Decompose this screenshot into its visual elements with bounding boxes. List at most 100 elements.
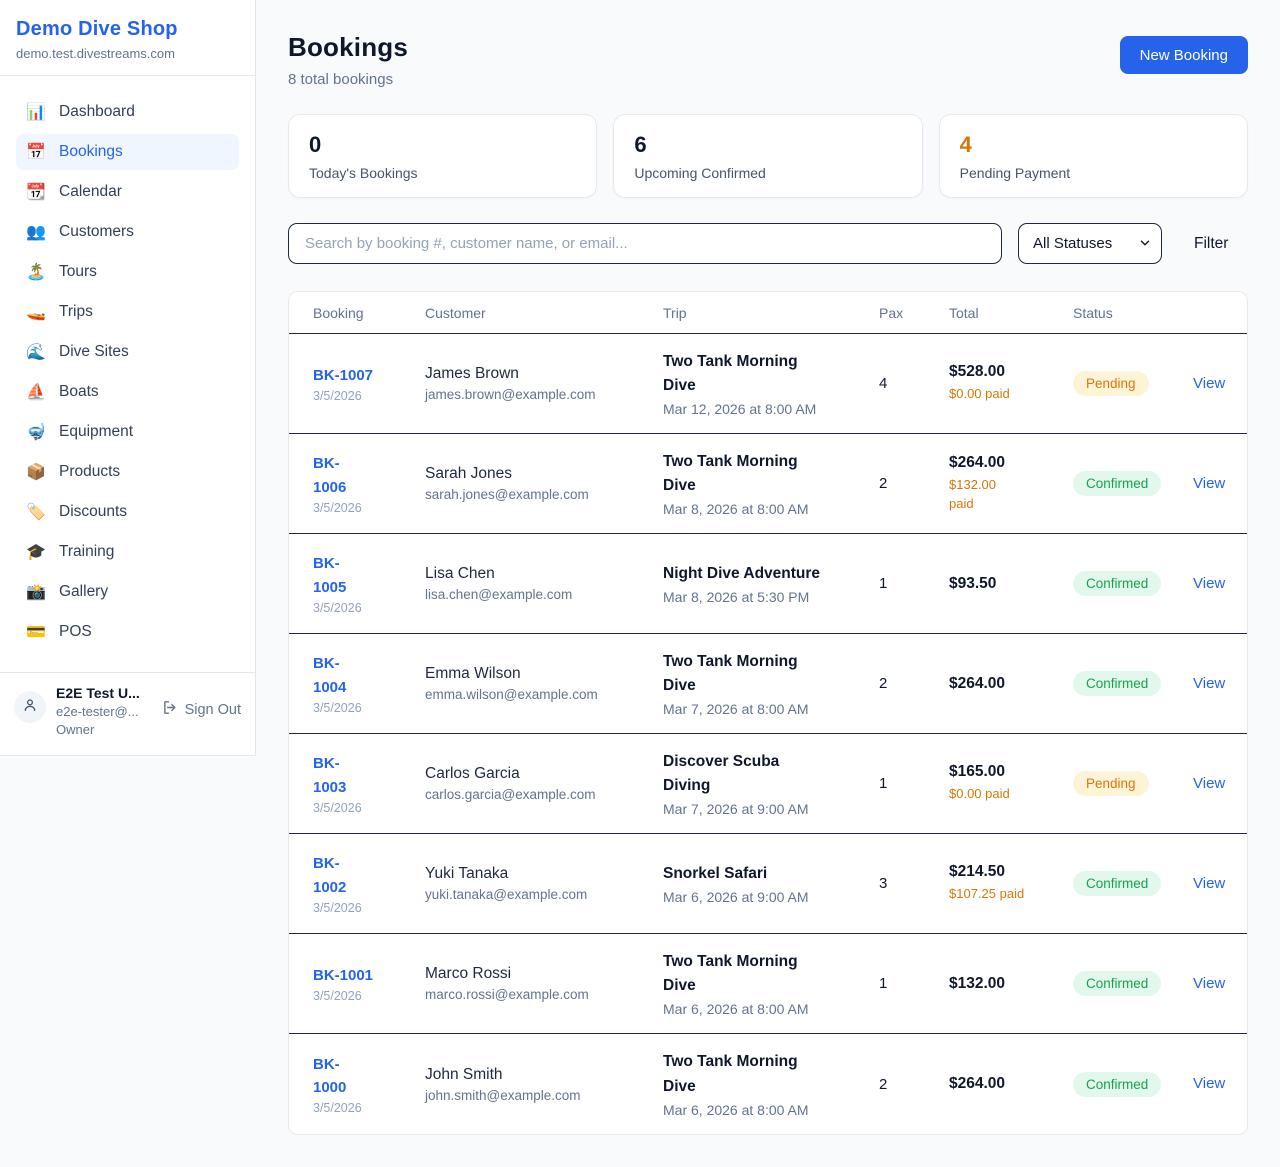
pax-count: 1 bbox=[879, 775, 888, 792]
column-header-total: Total bbox=[949, 304, 979, 321]
stat-label: Today's Bookings bbox=[309, 165, 418, 181]
booking-id-link[interactable]: BK- 1000 bbox=[313, 1055, 347, 1096]
credit-card-icon: 💳 bbox=[26, 624, 46, 641]
view-link[interactable]: View bbox=[1193, 374, 1226, 392]
trip-name: Night Dive Adventure bbox=[663, 564, 821, 582]
view-link[interactable]: View bbox=[1193, 974, 1226, 992]
status-badge: Confirmed bbox=[1073, 1071, 1162, 1097]
bookings-table: Booking Customer Trip Pax Total Status B… bbox=[288, 291, 1248, 1135]
customer-name: Carlos Garcia bbox=[425, 765, 520, 782]
sidebar-item-calendar[interactable]: 📆 Calendar bbox=[16, 174, 239, 210]
new-booking-button[interactable]: New Booking bbox=[1119, 36, 1248, 74]
sidebar: Demo Dive Shop demo.test.divestreams.com… bbox=[0, 0, 256, 756]
customer-name: Yuki Tanaka bbox=[425, 865, 509, 882]
view-link[interactable]: View bbox=[1193, 1075, 1226, 1092]
package-icon: 📦 bbox=[26, 464, 46, 481]
sidebar-item-gallery[interactable]: 📸 Gallery bbox=[16, 574, 239, 610]
sidebar-item-customers[interactable]: 👥 Customers bbox=[16, 214, 239, 250]
status-badge: Pending bbox=[1073, 771, 1149, 796]
sidebar-item-dashboard[interactable]: 📊 Dashboard bbox=[16, 94, 239, 130]
booking-id-link[interactable]: BK- 1006 bbox=[313, 455, 347, 496]
sidebar-item-bookings[interactable]: 📅 Bookings bbox=[16, 134, 239, 170]
customer-email: james.brown@example.com bbox=[425, 387, 596, 402]
total-amount: $93.50 bbox=[949, 574, 997, 592]
sidebar-item-equipment[interactable]: 🤿 Equipment bbox=[16, 414, 239, 450]
sidebar-item-tours[interactable]: 🏝️ Tours bbox=[16, 254, 239, 290]
brand-domain: demo.test.divestreams.com bbox=[16, 46, 175, 61]
sidebar-item-discounts[interactable]: 🏷️ Discounts bbox=[16, 494, 239, 530]
user-name: E2E Test U... bbox=[56, 685, 140, 701]
tag-icon: 🏷️ bbox=[26, 504, 46, 521]
wave-icon: 🌊 bbox=[26, 344, 46, 361]
sidebar-item-label: Equipment bbox=[59, 423, 134, 440]
customer-email: sarah.jones@example.com bbox=[425, 487, 589, 502]
graduation-icon: 🎓 bbox=[26, 544, 46, 561]
status-badge: Confirmed bbox=[1073, 971, 1162, 996]
sidebar-nav: 📊 Dashboard 📅 Bookings 📆 Calendar 👥 Cust… bbox=[0, 76, 255, 664]
trip-date: Mar 6, 2026 at 9:00 AM bbox=[663, 889, 809, 905]
booking-date: 3/5/2026 bbox=[313, 800, 362, 815]
table-row: BK- 1006 3/5/2026 Sarah Jones sarah.jone… bbox=[289, 434, 1247, 534]
trip-date: Mar 6, 2026 at 8:00 AM bbox=[663, 1001, 809, 1018]
sign-out-button[interactable]: Sign Out bbox=[162, 699, 241, 720]
trip-name: Two Tank Morning Dive bbox=[663, 452, 798, 494]
sidebar-item-label: Products bbox=[59, 463, 121, 480]
customer-email: lisa.chen@example.com bbox=[425, 587, 573, 602]
bar-chart-icon: 📊 bbox=[26, 104, 46, 121]
stat-label: Upcoming Confirmed bbox=[634, 165, 766, 181]
column-header-status: Status bbox=[1073, 304, 1113, 321]
table-row: BK- 1005 3/5/2026 Lisa Chen lisa.chen@ex… bbox=[289, 534, 1247, 634]
search-input[interactable] bbox=[288, 223, 1002, 264]
paid-amount: $107.25 paid bbox=[949, 886, 1025, 902]
camera-icon: 📸 bbox=[26, 584, 46, 601]
sign-out-icon bbox=[162, 699, 179, 720]
table-row: BK-1001 3/5/2026 Marco Rossi marco.rossi… bbox=[289, 934, 1247, 1034]
total-amount: $132.00 bbox=[949, 974, 1006, 992]
filters-bar: All Statuses Filter bbox=[288, 223, 1248, 264]
view-link[interactable]: View bbox=[1193, 474, 1226, 492]
booking-id-link[interactable]: BK- 1005 bbox=[313, 555, 347, 596]
trip-date: Mar 6, 2026 at 8:00 AM bbox=[663, 1101, 809, 1118]
paid-amount: $0.00 paid bbox=[949, 786, 1010, 802]
booking-id-link[interactable]: BK- 1004 bbox=[313, 655, 347, 696]
sidebar-header: Demo Dive Shop demo.test.divestreams.com bbox=[0, 0, 255, 76]
view-link[interactable]: View bbox=[1193, 674, 1226, 692]
island-icon: 🏝️ bbox=[26, 264, 46, 281]
sidebar-item-trips[interactable]: 🚤 Trips bbox=[16, 294, 239, 330]
customer-email: emma.wilson@example.com bbox=[425, 687, 598, 702]
booking-id-link[interactable]: BK-1007 bbox=[313, 366, 374, 384]
status-select[interactable]: All Statuses bbox=[1018, 223, 1162, 264]
status-badge: Confirmed bbox=[1073, 671, 1162, 696]
paid-amount: $132.00 paid bbox=[949, 476, 996, 511]
sidebar-item-pos[interactable]: 💳 POS bbox=[16, 614, 239, 650]
view-link[interactable]: View bbox=[1193, 874, 1226, 892]
view-link[interactable]: View bbox=[1193, 774, 1226, 792]
booking-date: 3/5/2026 bbox=[313, 500, 362, 515]
stats-row: 0 Today's Bookings 6 Upcoming Confirmed … bbox=[288, 114, 1248, 198]
sidebar-item-label: Dashboard bbox=[59, 103, 135, 120]
tear-calendar-icon: 📆 bbox=[26, 184, 46, 201]
sidebar-item-dive-sites[interactable]: 🌊 Dive Sites bbox=[16, 334, 239, 370]
sidebar-item-label: Tours bbox=[59, 263, 97, 280]
booking-date: 3/5/2026 bbox=[313, 989, 362, 1004]
speedboat-icon: 🚤 bbox=[26, 304, 46, 321]
customer-name: Lisa Chen bbox=[425, 565, 495, 582]
column-header-customer: Customer bbox=[425, 304, 486, 321]
column-header-trip: Trip bbox=[663, 304, 687, 321]
customer-name: John Smith bbox=[425, 1065, 503, 1083]
booking-id-link[interactable]: BK- 1003 bbox=[313, 755, 347, 796]
customer-email: marco.rossi@example.com bbox=[425, 987, 589, 1002]
filter-button[interactable]: Filter bbox=[1194, 234, 1229, 252]
total-amount: $264.00 bbox=[949, 1075, 1006, 1092]
sidebar-item-boats[interactable]: ⛵ Boats bbox=[16, 374, 239, 410]
user-meta: E2E Test U... e2e-tester@... Owner bbox=[56, 685, 148, 737]
booking-id-link[interactable]: BK- 1002 bbox=[313, 855, 347, 896]
booking-id-link[interactable]: BK-1001 bbox=[313, 966, 374, 984]
sidebar-item-training[interactable]: 🎓 Training bbox=[16, 534, 239, 570]
calendar-icon: 📅 bbox=[26, 144, 46, 161]
sidebar-item-products[interactable]: 📦 Products bbox=[16, 454, 239, 490]
view-link[interactable]: View bbox=[1193, 574, 1226, 592]
customer-email: carlos.garcia@example.com bbox=[425, 787, 596, 802]
table-row: BK-1007 3/5/2026 James Brown james.brown… bbox=[289, 334, 1247, 434]
page-title: Bookings bbox=[288, 32, 409, 62]
